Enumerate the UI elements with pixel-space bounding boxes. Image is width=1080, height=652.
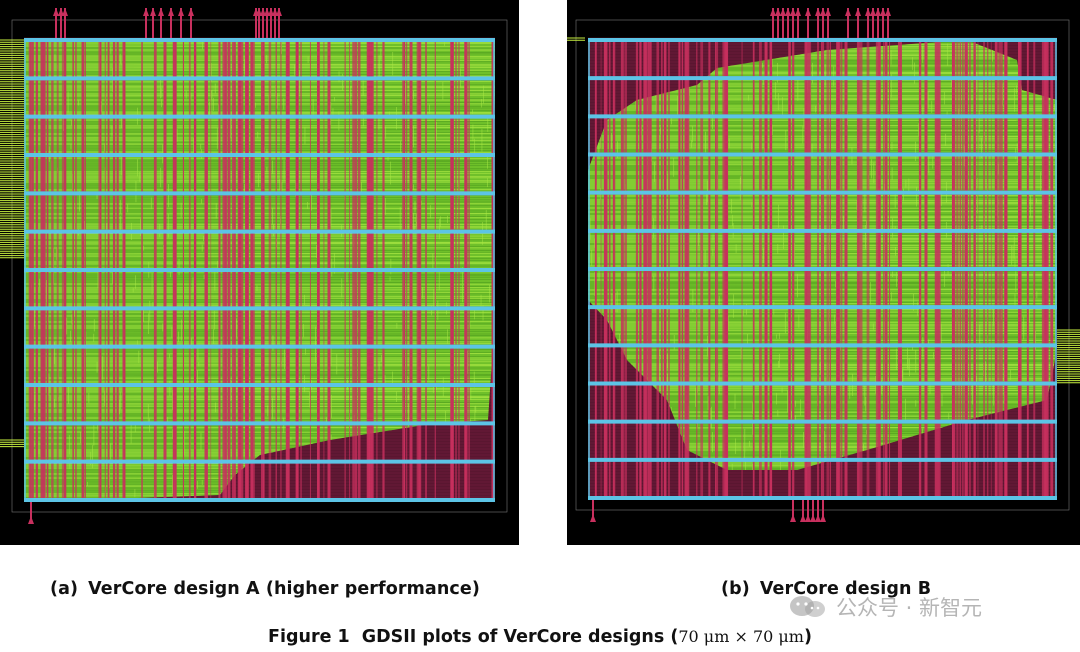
gdsii-plot-design-b [567,0,1080,545]
caption-dimensions: 70 μm × 70 μm [678,627,804,646]
subcaption-a-tag: (a) [50,579,79,599]
gdsii-plot-design-a [0,0,519,545]
figure-caption: Figure 1 GDSII plots of VerCore designs (… [0,627,1080,647]
gdsii-layout-b [567,8,1080,522]
subcaption-a-text: VerCore design A (higher performance) [88,579,480,599]
caption-paren-open: ( [670,627,679,647]
figure-caption-text: GDSII plots of VerCore designs [361,627,665,647]
watermark: 公众号 · 新智元 [788,592,982,622]
figure-number: Figure 1 [268,627,350,647]
subcaption-b-text: VerCore design B [759,579,932,599]
subcaption-b: (b) VerCore design B [721,579,931,599]
subcaption-a: (a) VerCore design A (higher performance) [50,579,480,599]
wechat-icon [790,596,825,617]
subcaption-b-tag: (b) [721,579,750,599]
watermark-text: 公众号 · 新智元 [836,596,983,620]
caption-paren-close: ) [803,627,812,647]
gdsii-layout-a [0,8,508,524]
